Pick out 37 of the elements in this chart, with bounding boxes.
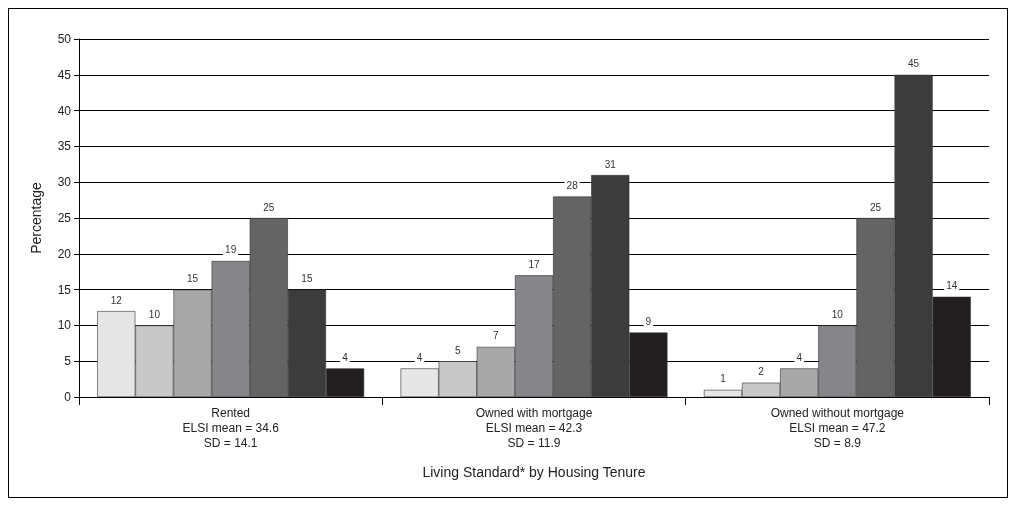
data-label: 1 xyxy=(720,373,727,385)
x-tick-label: Owned with mortgage ELSI mean = 42.3 SD = 11.9 xyxy=(475,405,593,450)
data-label: 2 xyxy=(758,366,765,378)
data-label: 10 xyxy=(148,308,161,320)
data-label: 17 xyxy=(528,258,540,270)
x-tick-label: Owned without mortgage ELSI mean = 47.2 SD = 8.9 xyxy=(770,405,905,450)
y-tick-label: 50 xyxy=(57,32,72,46)
y-tick-label: 30 xyxy=(57,175,72,190)
data-label: 9 xyxy=(645,316,652,328)
data-label: 7 xyxy=(493,330,500,342)
data-label: 4 xyxy=(796,351,803,363)
data-label: 25 xyxy=(263,201,275,213)
data-label: 28 xyxy=(566,180,579,192)
data-label: 5 xyxy=(454,344,461,356)
y-axis-title: Percentage xyxy=(28,181,44,254)
data-label: 4 xyxy=(416,351,423,363)
data-label: 15 xyxy=(301,273,313,285)
y-tick-label: 10 xyxy=(57,318,72,333)
data-label: 10 xyxy=(831,308,844,320)
data-label: 4 xyxy=(342,351,349,363)
y-tick-label: 45 xyxy=(57,67,72,82)
y-tick-label: 40 xyxy=(57,103,72,118)
data-label: 45 xyxy=(908,58,920,70)
y-tick-label: 5 xyxy=(64,354,72,369)
y-tick-label: 20 xyxy=(57,246,72,261)
data-label: 14 xyxy=(946,280,958,292)
x-axis-title: Living Standard* by Housing Tenure xyxy=(422,464,646,480)
x-tick-label: Rented ELSI mean = 34.6 SD = 14.1 xyxy=(182,405,280,450)
y-tick-label: 35 xyxy=(57,139,72,154)
data-label: 12 xyxy=(110,294,123,306)
data-label: 25 xyxy=(869,201,882,213)
data-label: 15 xyxy=(186,273,199,285)
y-tick-label: 25 xyxy=(57,211,72,225)
y-tick-label: 0 xyxy=(64,390,72,404)
data-label: 31 xyxy=(604,158,617,170)
data-label: 19 xyxy=(225,244,237,256)
y-tick-label: 15 xyxy=(57,282,72,297)
